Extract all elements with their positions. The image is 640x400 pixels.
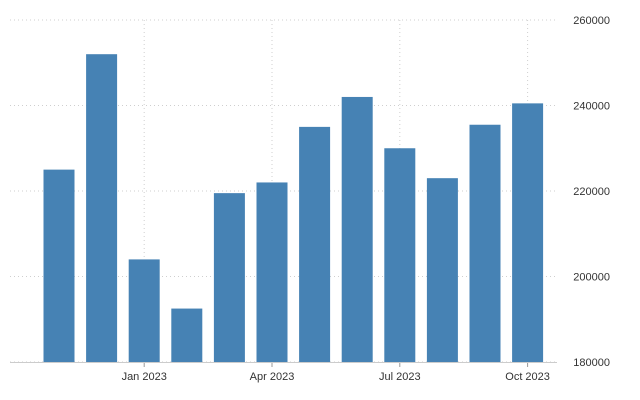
bar[interactable]	[341, 96, 373, 362]
bar[interactable]	[86, 54, 118, 362]
y-axis: 180000 200000 220000 240000 260000	[573, 15, 610, 369]
x-tick-label: Apr 2023	[250, 371, 295, 383]
bars	[43, 54, 544, 363]
bar[interactable]	[426, 178, 458, 362]
bar[interactable]	[128, 259, 160, 362]
y-tick-label: 200000	[573, 272, 610, 284]
y-tick-label: 220000	[573, 186, 610, 198]
x-tick-label: Oct 2023	[505, 371, 550, 383]
bar[interactable]	[171, 308, 203, 362]
x-axis: Jan 2023 Apr 2023 Jul 2023 Oct 2023	[10, 362, 557, 383]
x-tick-label: Jul 2023	[379, 371, 421, 383]
bar[interactable]	[213, 193, 245, 362]
bar[interactable]	[469, 124, 501, 362]
bar[interactable]	[299, 126, 331, 362]
bar[interactable]	[512, 103, 544, 363]
y-tick-label: 260000	[573, 15, 610, 27]
bar[interactable]	[256, 182, 288, 362]
bar[interactable]	[43, 169, 75, 362]
y-tick-label: 180000	[573, 357, 610, 369]
x-tick-label: Jan 2023	[122, 371, 167, 383]
bar[interactable]	[384, 148, 416, 362]
y-tick-label: 240000	[573, 101, 610, 113]
